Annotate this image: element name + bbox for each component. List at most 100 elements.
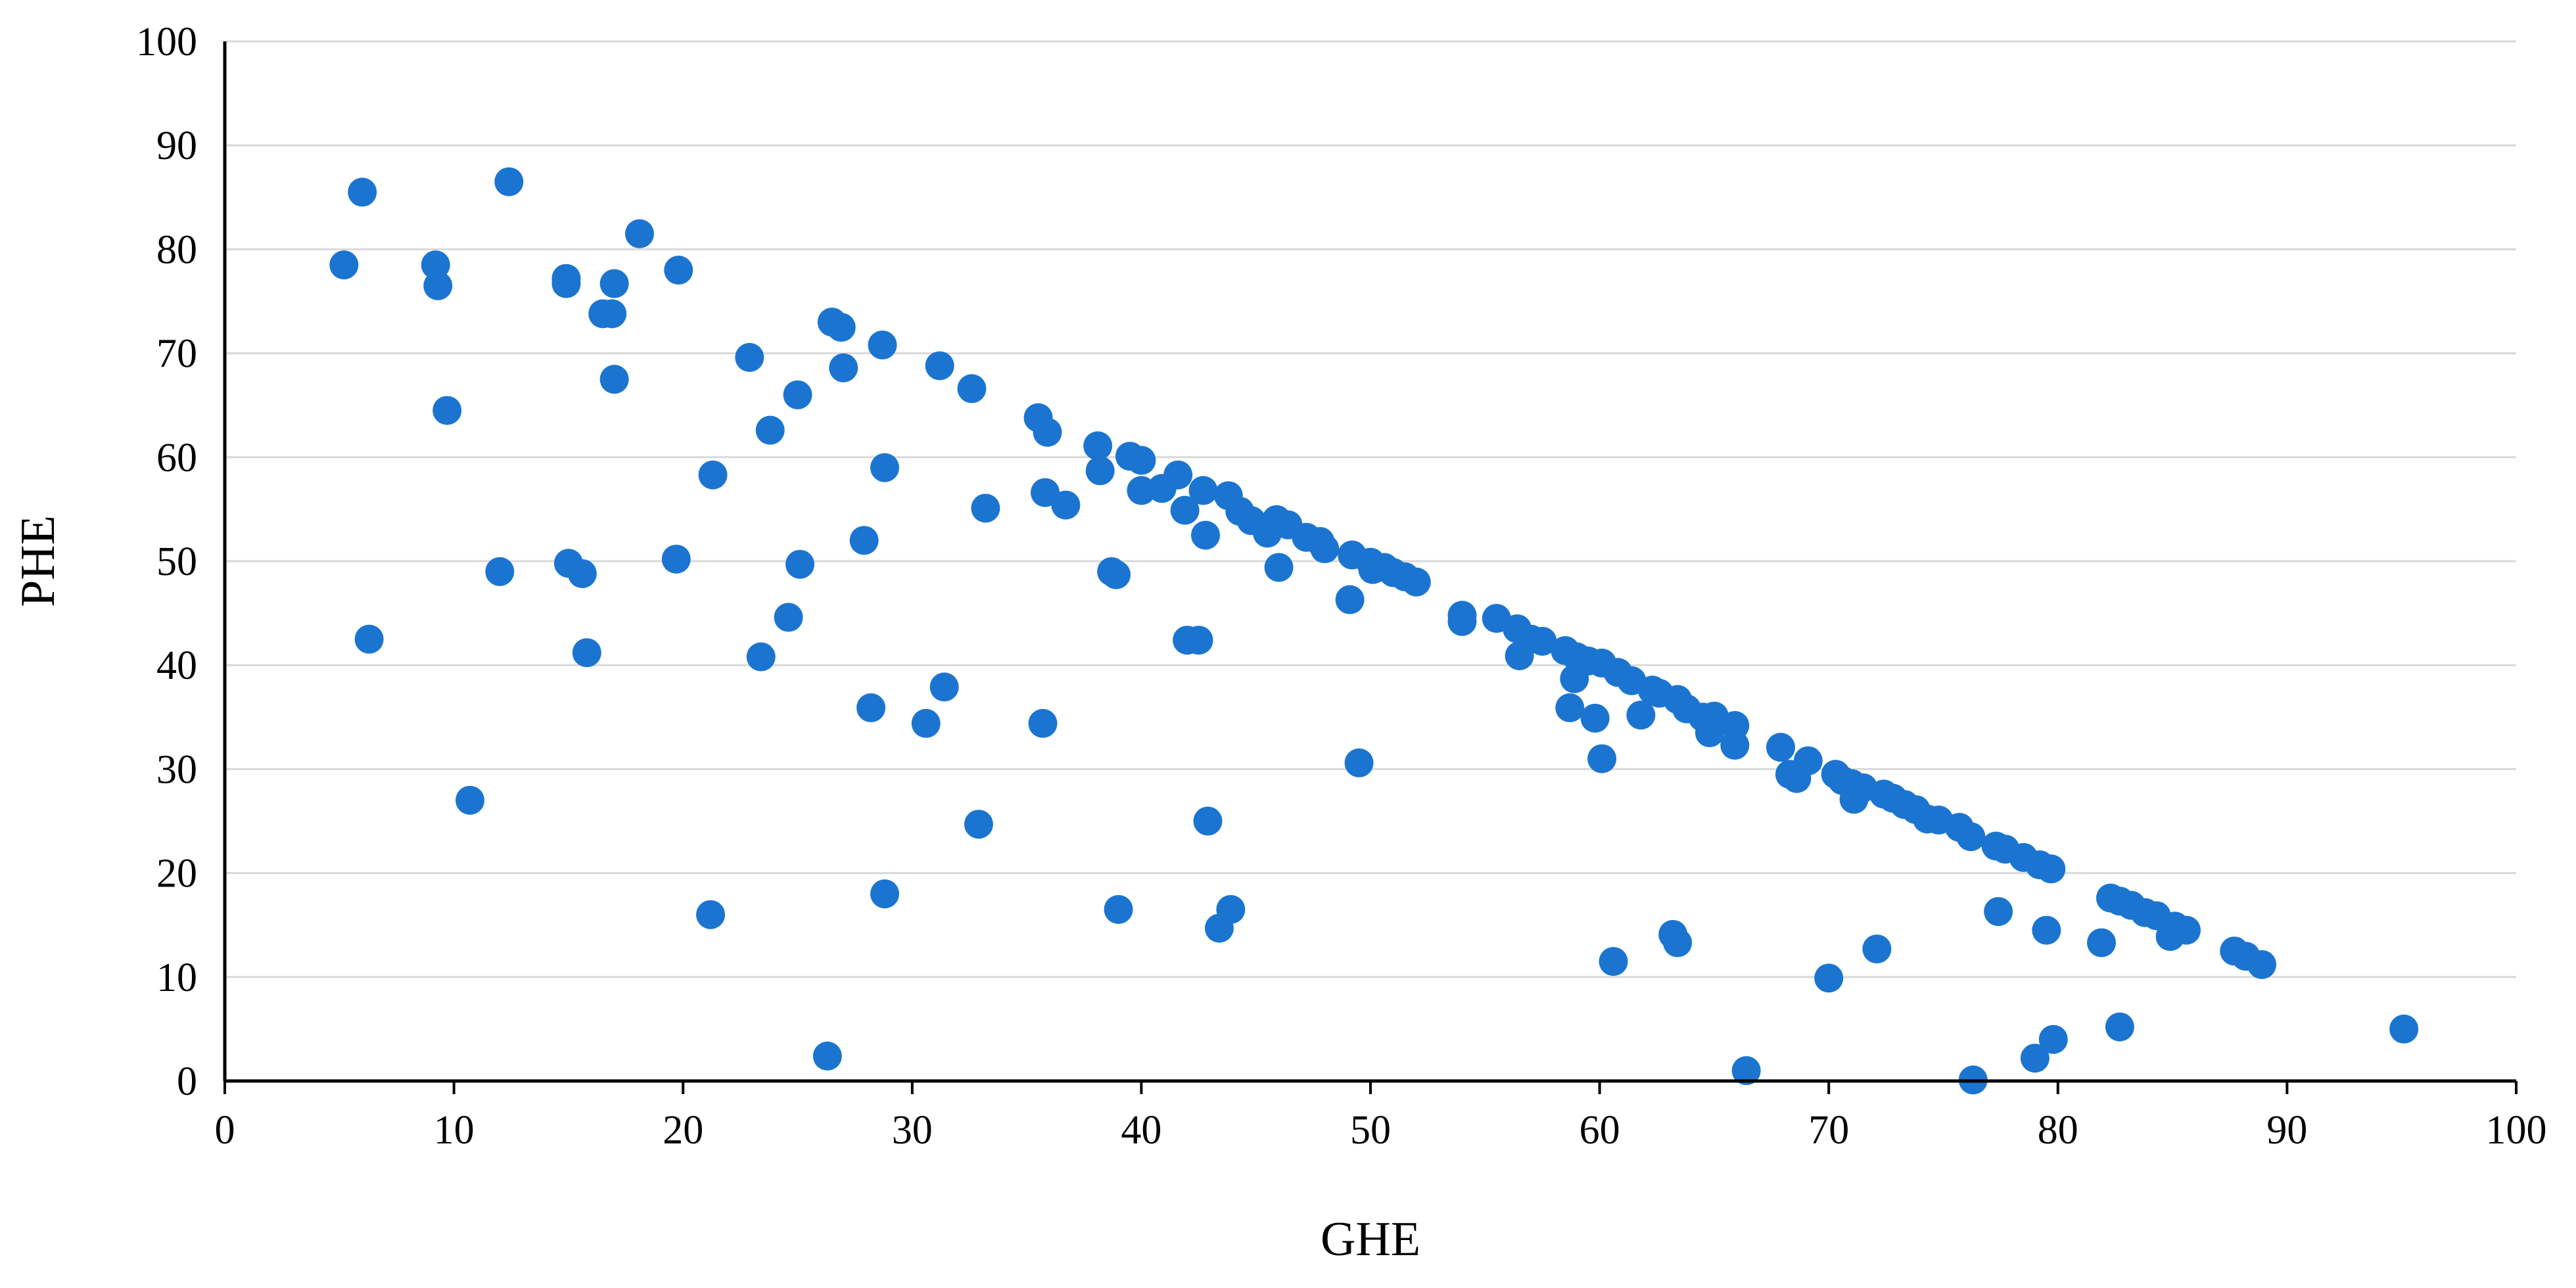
y-tick-label: 30: [156, 747, 197, 792]
data-point: [1587, 744, 1617, 773]
data-point: [1528, 626, 1557, 656]
data-point: [2247, 950, 2277, 979]
x-tick-label: 60: [1580, 1108, 1620, 1153]
data-point: [2032, 915, 2061, 945]
data-point: [1984, 897, 2013, 927]
data-point: [551, 269, 581, 298]
data-point: [1626, 701, 1656, 730]
y-tick-label: 40: [156, 643, 197, 688]
data-point: [572, 638, 601, 668]
data-point: [2087, 928, 2117, 957]
data-point: [1033, 417, 1062, 447]
data-point: [1104, 894, 1133, 924]
data-point: [964, 810, 993, 839]
data-point: [1766, 733, 1795, 762]
data-point: [1731, 1056, 1761, 1086]
data-point: [1447, 607, 1477, 636]
x-tick-label: 100: [2486, 1108, 2547, 1153]
data-point: [1720, 710, 1750, 740]
y-tick-label: 70: [156, 332, 197, 377]
data-point: [755, 415, 785, 445]
data-points: [329, 167, 2419, 1095]
x-tick-label: 10: [434, 1108, 475, 1153]
y-tick-label: 10: [156, 955, 197, 1000]
data-point: [1193, 806, 1223, 836]
data-point: [1580, 703, 1610, 733]
data-point: [1170, 495, 1200, 525]
data-point: [1344, 748, 1374, 777]
data-point: [456, 785, 485, 815]
data-point: [1083, 431, 1113, 461]
x-tick-label: 50: [1350, 1108, 1391, 1153]
data-point: [1191, 520, 1221, 550]
data-point: [2172, 915, 2201, 945]
y-tick-label: 50: [156, 540, 197, 584]
data-point: [1862, 934, 1892, 964]
y-tick-label: 100: [136, 20, 197, 64]
data-point: [624, 219, 654, 248]
data-point: [1793, 746, 1823, 775]
data-point: [485, 557, 515, 586]
data-point: [1956, 822, 1986, 852]
data-point: [599, 269, 629, 298]
data-point: [2389, 1014, 2419, 1044]
data-point: [664, 256, 693, 285]
x-tick-label: 40: [1121, 1108, 1161, 1153]
data-point: [911, 708, 941, 738]
data-point: [1184, 626, 1213, 655]
x-tick-label: 30: [892, 1108, 933, 1153]
y-tick-label: 90: [156, 124, 197, 168]
data-point: [1085, 456, 1115, 486]
y-tick-label: 60: [156, 436, 197, 480]
data-point: [2036, 854, 2066, 884]
data-point: [597, 299, 627, 329]
data-point: [1102, 560, 1131, 589]
data-point: [1335, 585, 1365, 614]
data-point: [849, 526, 879, 555]
data-point: [567, 559, 597, 588]
data-point: [868, 330, 897, 359]
gridlines: [225, 40, 2516, 978]
data-point: [1599, 947, 1628, 977]
data-point: [856, 693, 886, 723]
data-point: [1216, 894, 1246, 924]
data-point: [2038, 1024, 2068, 1054]
y-axis-title: PHE: [11, 515, 65, 607]
y-tick-label: 80: [156, 227, 197, 272]
data-point: [1028, 708, 1058, 738]
data-point: [348, 177, 377, 207]
x-axis-ticks: 0 10 20 30 40 50 60 70 80 90 100: [215, 1081, 2547, 1153]
data-point: [1188, 476, 1218, 505]
data-point: [785, 549, 814, 579]
data-point: [2020, 1044, 2049, 1073]
data-point: [812, 1042, 842, 1071]
y-tick-label: 20: [156, 852, 197, 896]
data-point: [1720, 731, 1750, 760]
data-point: [929, 672, 959, 702]
data-point: [870, 453, 899, 482]
data-point: [2105, 1012, 2134, 1042]
data-point: [829, 353, 858, 382]
data-point: [661, 544, 691, 574]
data-point: [1310, 534, 1340, 564]
data-point: [599, 365, 629, 394]
y-axis-ticks: 0 10 20 30 40 50 60 70 80 90 100: [136, 20, 197, 1104]
y-tick-label: 0: [177, 1059, 197, 1104]
data-point: [1163, 460, 1193, 490]
x-tick-label: 0: [215, 1108, 235, 1153]
x-tick-label: 80: [2038, 1108, 2078, 1153]
x-tick-label: 20: [663, 1108, 703, 1153]
data-point: [696, 900, 726, 929]
data-point: [1264, 553, 1294, 582]
data-point: [783, 380, 812, 409]
data-point: [925, 351, 954, 380]
data-point: [1814, 963, 1844, 993]
x-axis-title: GHE: [1321, 1212, 1420, 1266]
data-point: [746, 642, 776, 672]
data-point: [971, 494, 1000, 523]
data-point: [433, 396, 462, 425]
x-tick-label: 90: [2266, 1108, 2307, 1153]
data-point: [1663, 928, 1693, 957]
data-point: [957, 374, 987, 403]
